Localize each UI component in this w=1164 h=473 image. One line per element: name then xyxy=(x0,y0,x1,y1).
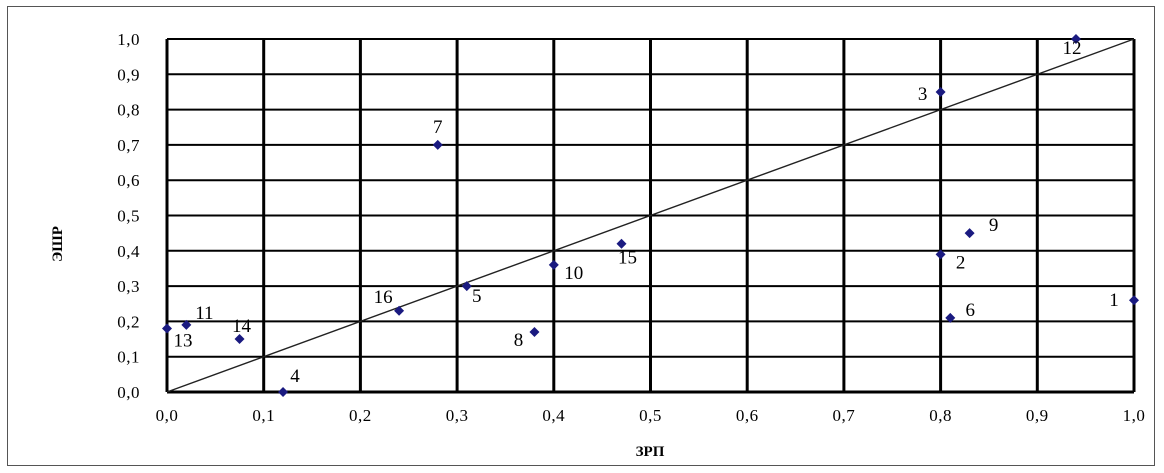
data-point-label: 5 xyxy=(472,286,482,307)
data-point-label: 3 xyxy=(918,84,928,105)
data-point-marker xyxy=(935,249,946,260)
data-point-label: 13 xyxy=(174,330,193,351)
y-tick-label: 0,2 xyxy=(117,312,140,331)
x-tick-label: 0,7 xyxy=(833,406,856,425)
y-tick-label: 0,4 xyxy=(117,242,140,261)
data-point-marker xyxy=(461,281,472,292)
reference-line-group xyxy=(166,38,1135,393)
data-point-label: 1 xyxy=(1109,290,1119,311)
data-point-marker xyxy=(529,326,540,337)
data-point-marker xyxy=(162,323,172,334)
data-point-label: 7 xyxy=(433,117,443,138)
y-tick-label: 0,8 xyxy=(117,101,140,120)
data-point-label: 8 xyxy=(514,330,524,351)
data-point-marker xyxy=(548,259,559,270)
data-point-marker xyxy=(181,319,192,330)
data-point-marker xyxy=(394,305,405,316)
data-point-marker xyxy=(1070,34,1081,44)
x-tick-label: 0,9 xyxy=(1026,406,1049,425)
data-point-marker xyxy=(945,312,956,323)
data-point-label: 4 xyxy=(290,366,300,387)
y-tick-label: 1,0 xyxy=(117,30,140,49)
y-tick-label: 0,1 xyxy=(117,348,140,367)
x-tick-label: 0,0 xyxy=(156,406,179,425)
data-point-label: 12 xyxy=(1062,38,1081,59)
data-point-marker xyxy=(234,334,245,345)
x-tick-label: 0,2 xyxy=(349,406,372,425)
data-points xyxy=(162,34,1139,397)
data-point-label: 6 xyxy=(966,300,976,321)
x-tick-label: 0,3 xyxy=(446,406,469,425)
data-point-label: 16 xyxy=(374,287,393,308)
x-tick-label: 0,4 xyxy=(542,406,565,425)
y-axis-title: ЭШР xyxy=(50,226,66,262)
y-tick-label: 0,5 xyxy=(117,207,140,226)
data-point-marker xyxy=(935,86,946,97)
x-tick-label: 1,0 xyxy=(1123,406,1146,425)
data-point-label: 15 xyxy=(618,248,637,269)
data-point-marker xyxy=(432,139,443,150)
x-tick-label: 0,8 xyxy=(929,406,952,425)
data-point-label: 2 xyxy=(956,252,966,273)
chart-frame xyxy=(7,6,1155,466)
y-tick-label: 0,3 xyxy=(117,277,140,296)
data-point-marker xyxy=(964,228,975,239)
x-tick-labels: 0,0 0,1 0,2 0,3 0,4 0,5 0,6 0,7 0,8 0,9 1,0 xyxy=(156,406,1146,425)
reference-line xyxy=(166,38,1135,393)
data-point-marker xyxy=(616,238,627,249)
x-tick-label: 0,6 xyxy=(736,406,759,425)
data-point-marker xyxy=(1129,295,1139,306)
x-axis-title: ЗРП xyxy=(636,444,665,460)
y-tick-label: 0,6 xyxy=(117,171,140,190)
y-tick-labels: 0,0 0,1 0,2 0,3 0,4 0,5 0,6 0,7 0,8 0,9 1,0 xyxy=(117,30,140,402)
data-point-label: 9 xyxy=(989,215,999,236)
y-tick-label: 0,9 xyxy=(117,65,140,84)
data-point-marker xyxy=(278,387,289,397)
x-tick-label: 0,1 xyxy=(252,406,275,425)
y-tick-label: 0,0 xyxy=(117,383,140,402)
data-point-label: 14 xyxy=(232,316,252,337)
x-tick-label: 0,5 xyxy=(639,406,662,425)
data-point-label: 11 xyxy=(195,303,213,324)
y-tick-label: 0,7 xyxy=(117,136,140,155)
data-point-label: 10 xyxy=(564,263,583,284)
